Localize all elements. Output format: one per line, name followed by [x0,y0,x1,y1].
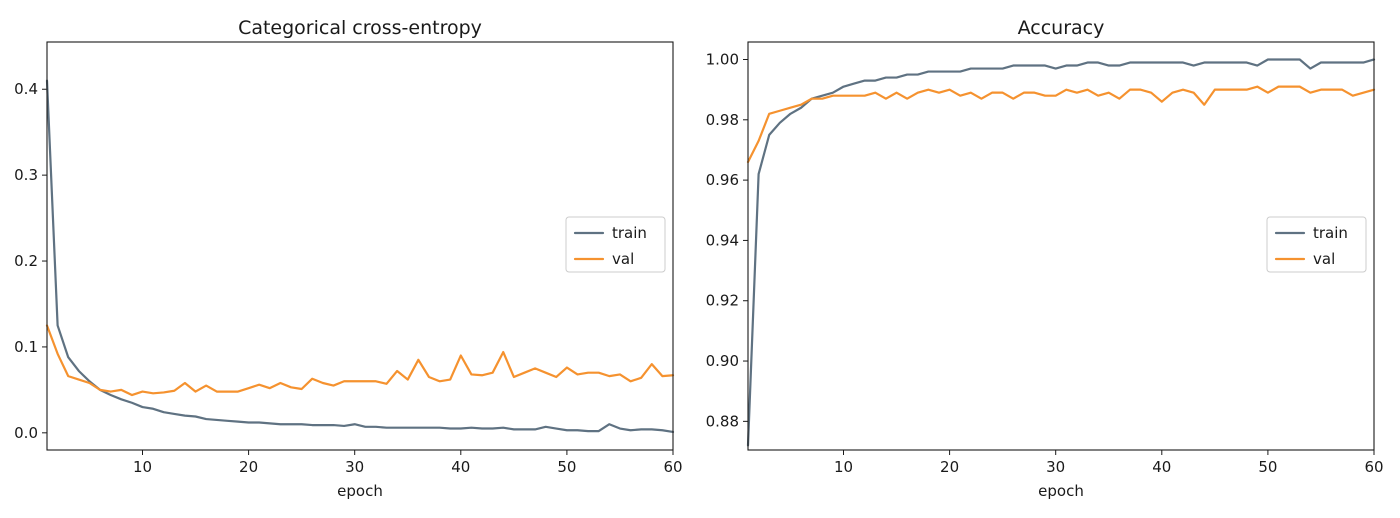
loss-y-tick-label: 0.4 [14,80,38,98]
accuracy-y-tick-label: 0.96 [706,171,739,189]
loss-x-tick-label: 50 [557,458,576,476]
accuracy-legend-val-label: val [1313,250,1335,268]
accuracy-chart-title: Accuracy [1018,17,1105,39]
loss-x-tick-label: 40 [451,458,470,476]
accuracy-x-tick-label: 60 [1364,458,1383,476]
accuracy-x-tick-label: 50 [1258,458,1277,476]
loss-series-val-line [45,324,675,397]
accuracy-x-tick-label: 10 [834,458,853,476]
accuracy-lines [746,58,1376,447]
loss-legend: train val [565,216,666,273]
accuracy-y-axis: 0.88 0.90 0.92 0.94 0.96 0.98 1.00 [706,50,748,430]
accuracy-chart: Accuracy 0.88 0.90 0.92 0.94 0.96 0.98 1.00 10… [706,17,1384,500]
accuracy-legend-train-label: train [1313,224,1348,242]
accuracy-y-tick-label: 1.00 [706,50,739,68]
loss-legend-val-label: val [612,250,634,268]
loss-y-tick-label: 0.3 [14,166,38,184]
accuracy-legend: train val [1266,216,1367,273]
loss-x-axis: 10 20 30 40 50 60 [133,450,683,476]
loss-x-label: epoch [337,482,383,500]
loss-legend-train-label: train [612,224,647,242]
accuracy-y-tick-label: 0.94 [706,231,739,249]
loss-plot-frame [46,41,674,451]
loss-y-tick-label: 0.0 [14,424,38,442]
accuracy-series-val-line [746,85,1376,164]
accuracy-y-tick-label: 0.90 [706,352,739,370]
loss-x-tick-label: 60 [663,458,682,476]
accuracy-y-tick-label: 0.88 [706,412,739,430]
loss-x-tick-label: 30 [345,458,364,476]
loss-x-tick-label: 10 [133,458,152,476]
accuracy-x-label: epoch [1038,482,1084,500]
accuracy-y-tick-label: 0.98 [706,111,739,129]
loss-y-tick-label: 0.2 [14,252,38,270]
accuracy-x-tick-label: 20 [940,458,959,476]
accuracy-series-train-line [746,58,1376,447]
accuracy-y-tick-label: 0.92 [706,292,739,310]
accuracy-x-tick-label: 40 [1152,458,1171,476]
loss-y-tick-label: 0.1 [14,338,38,356]
loss-y-axis: 0.0 0.1 0.2 0.3 0.4 [14,80,47,442]
loss-series-train-line [45,79,675,434]
accuracy-x-axis: 10 20 30 40 50 60 [834,450,1384,476]
loss-x-tick-label: 20 [239,458,258,476]
loss-chart-title: Categorical cross-entropy [238,17,482,39]
accuracy-x-tick-label: 30 [1046,458,1065,476]
loss-chart: Categorical cross-entropy 0.00.10.20.30.… [14,17,682,500]
accuracy-plot-frame [747,41,1375,451]
loss-lines [45,79,675,434]
